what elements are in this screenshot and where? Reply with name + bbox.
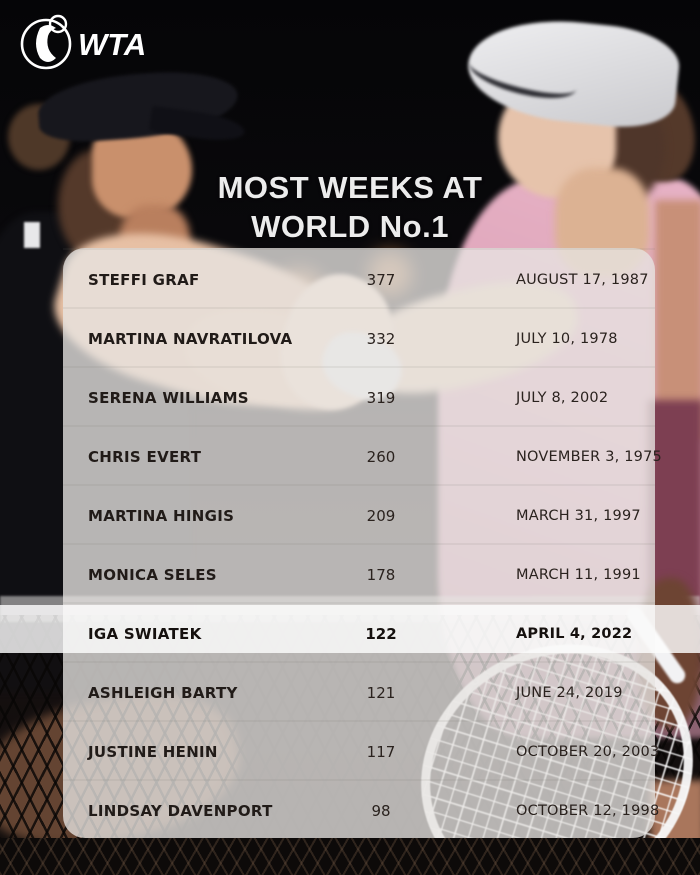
cell-date: APRIL 4, 2022 [516, 625, 633, 642]
table-row: IGA SWIATEK 122 APRIL 4, 2022 [63, 602, 655, 663]
page-title: MOST WEEKS AT WORLD No.1 [0, 168, 700, 246]
cell-weeks: 332 [366, 329, 396, 348]
highlight-band [0, 605, 700, 653]
cell-date: NOVEMBER 3, 1975 [516, 448, 662, 465]
cell-player: MONICA SELES [88, 565, 217, 584]
cell-player: STEFFI GRAF [88, 270, 200, 289]
cell-date: MARCH 31, 1997 [516, 507, 641, 524]
cell-player: JUSTINE HENIN [88, 742, 218, 761]
cell-player: SERENA WILLIAMS [88, 388, 249, 407]
table-row: ASHLEIGH BARTY 121 JUNE 24, 2019 [63, 661, 655, 722]
cell-weeks: 117 [366, 742, 396, 761]
wta-wordmark: WTA [78, 27, 146, 62]
cell-weeks: 121 [366, 683, 396, 702]
table-row: MONICA SELES 178 MARCH 11, 1991 [63, 543, 655, 604]
table-row: JUSTINE HENIN 117 OCTOBER 20, 2003 [63, 720, 659, 781]
table-panel [63, 248, 655, 838]
table-row: LINDSAY DAVENPORT 98 OCTOBER 12, 1998 [63, 779, 659, 840]
net-bottom [0, 838, 700, 875]
cell-weeks: 319 [366, 388, 396, 407]
table-row: MARTINA NAVRATILOVA 332 JULY 10, 1978 [63, 307, 655, 368]
cell-weeks: 122 [365, 624, 397, 643]
cell-weeks: 209 [366, 506, 396, 525]
table-row: CHRIS EVERT 260 NOVEMBER 3, 1975 [63, 425, 662, 486]
cell-date: OCTOBER 12, 1998 [516, 802, 660, 819]
table-row: MARTINA HINGIS 209 MARCH 31, 1997 [63, 484, 655, 545]
cell-date: OCTOBER 20, 2003 [516, 743, 660, 760]
table-rows: STEFFI GRAF 377 AUGUST 17, 1987 MARTINA NAV… [63, 248, 662, 840]
cell-weeks: 260 [366, 447, 396, 466]
wta-logo-icon: WTA [20, 14, 146, 70]
table-row: STEFFI GRAF 377 AUGUST 17, 1987 [63, 248, 655, 309]
cell-date: MARCH 11, 1991 [516, 566, 641, 583]
title-line-2: WORLD No.1 [251, 209, 449, 244]
cell-date: JULY 8, 2002 [516, 389, 609, 406]
cell-weeks: 178 [366, 565, 396, 584]
cell-weeks: 98 [371, 801, 391, 820]
cell-player: CHRIS EVERT [88, 447, 202, 466]
cell-player: ASHLEIGH BARTY [88, 683, 238, 702]
cell-weeks: 377 [366, 270, 396, 289]
cell-date: JULY 10, 1978 [516, 330, 618, 347]
cell-player: MARTINA NAVRATILOVA [88, 329, 293, 348]
cell-date: AUGUST 17, 1987 [516, 271, 649, 288]
cell-player: LINDSAY DAVENPORT [88, 801, 273, 820]
cell-date: JUNE 24, 2019 [516, 684, 623, 701]
table-row: SERENA WILLIAMS 319 JULY 8, 2002 [63, 366, 655, 427]
player-left-shirt-logo [24, 222, 40, 248]
cell-player: IGA SWIATEK [88, 624, 202, 643]
cell-player: MARTINA HINGIS [88, 506, 235, 525]
title-line-1: MOST WEEKS AT [217, 170, 483, 205]
